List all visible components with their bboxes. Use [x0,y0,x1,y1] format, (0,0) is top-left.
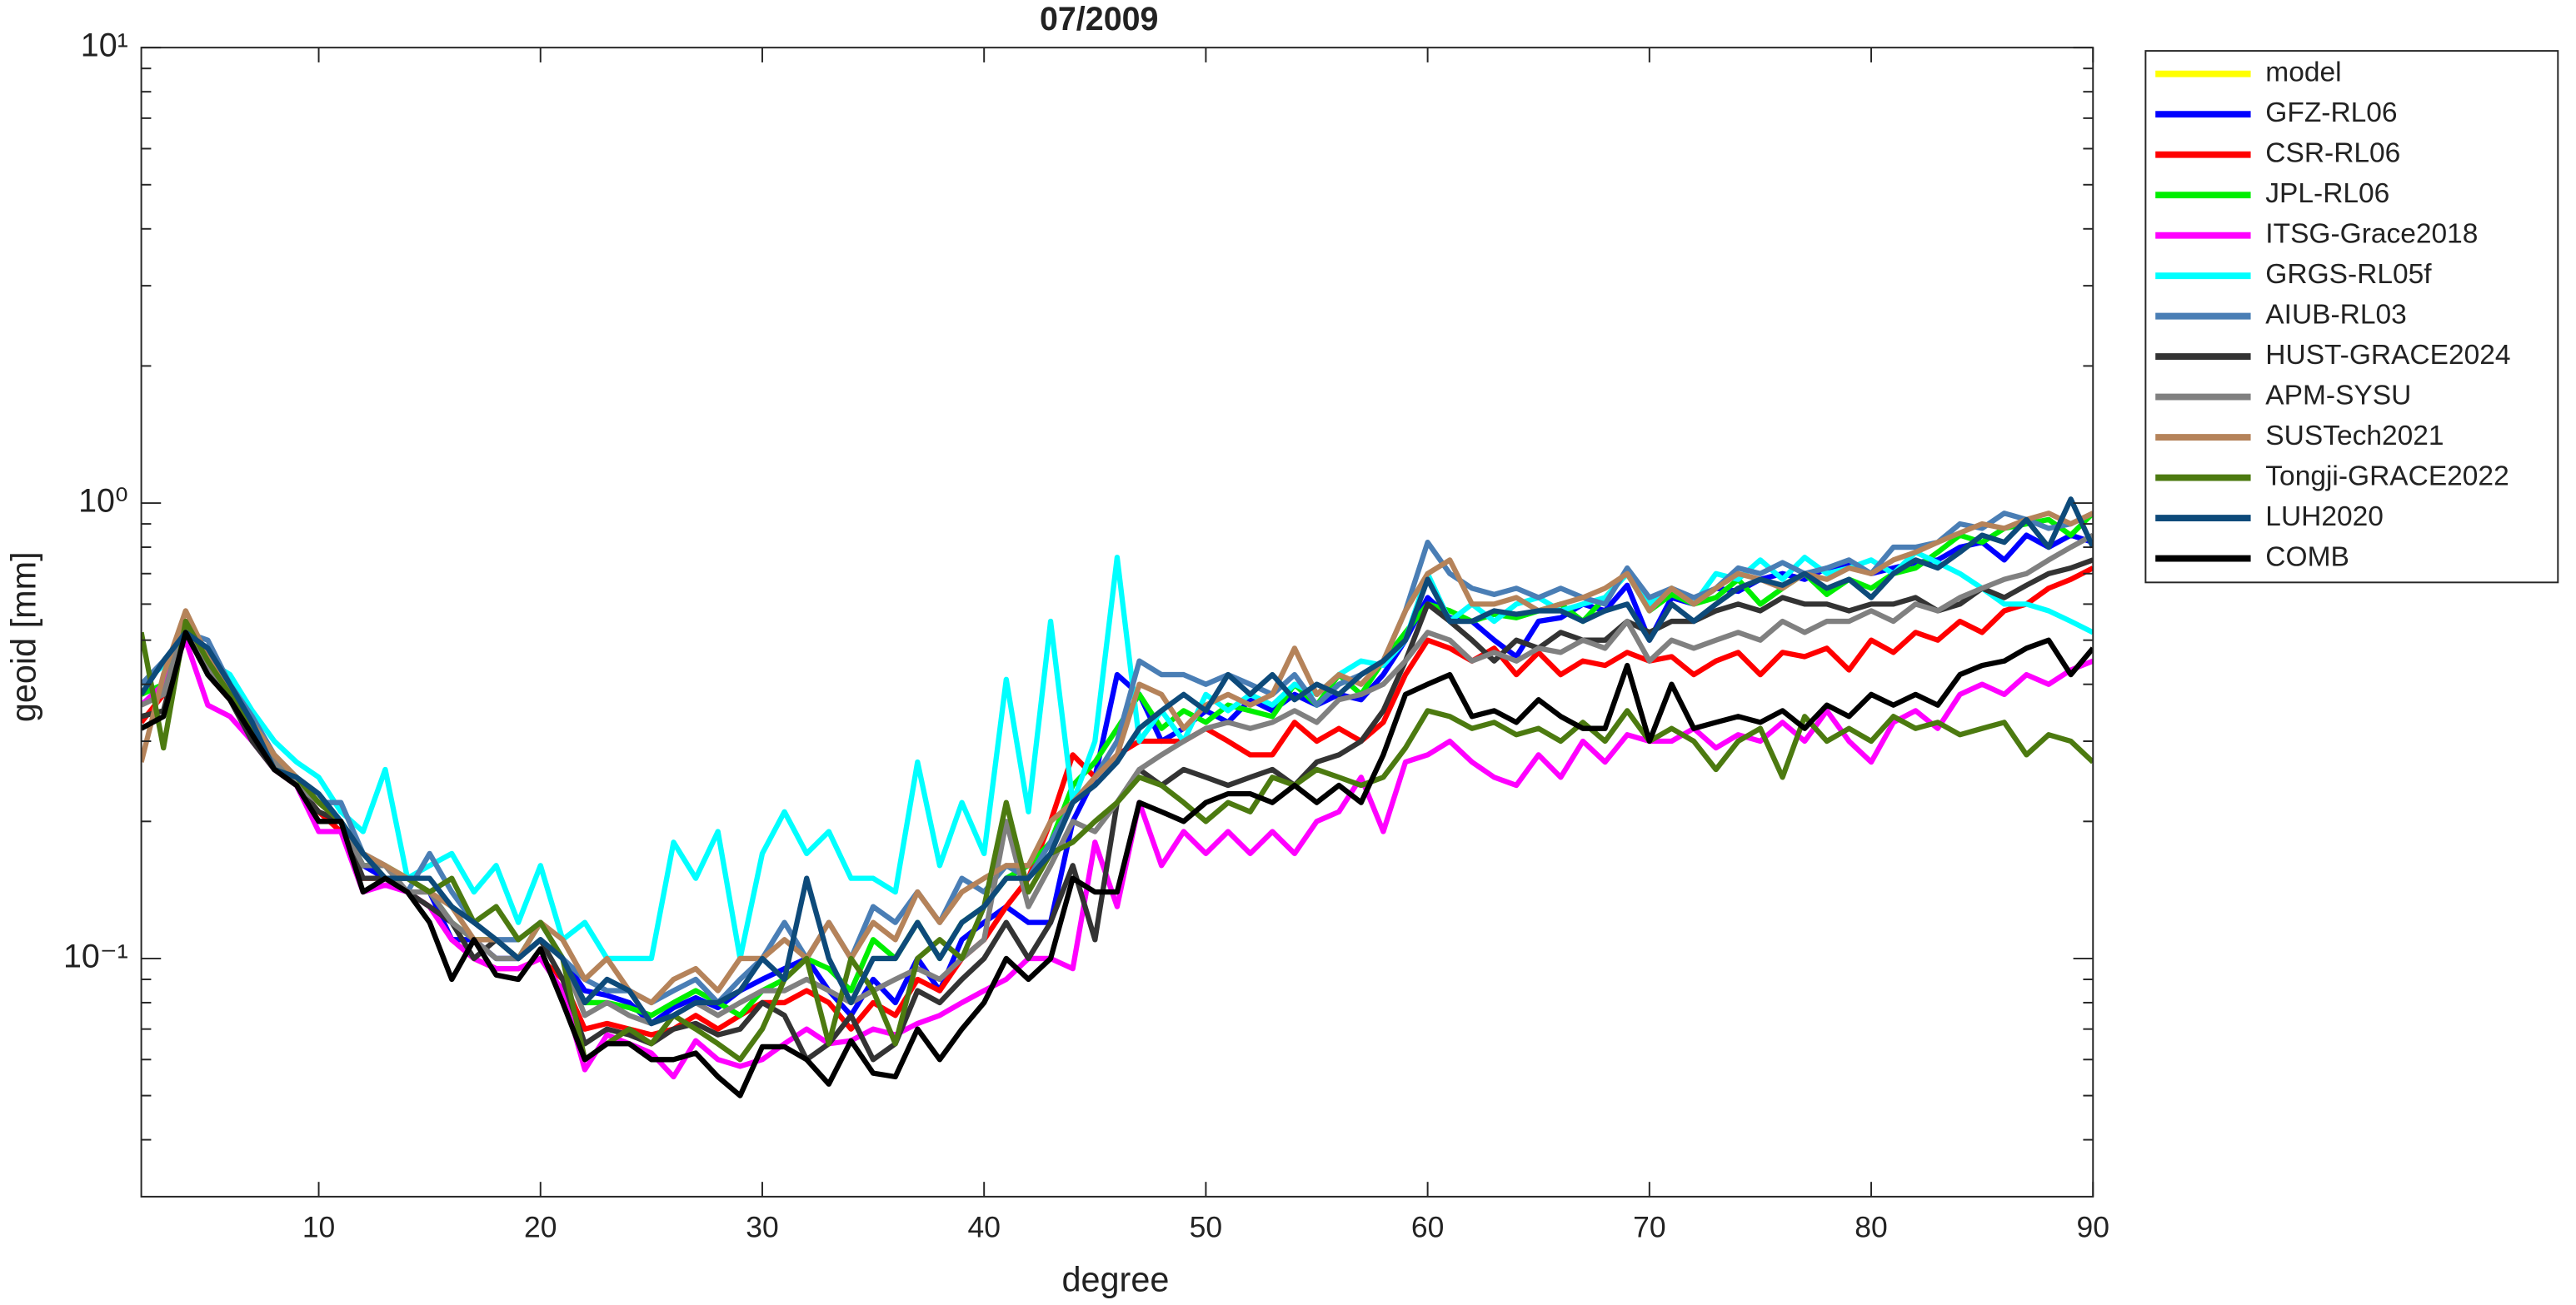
legend-label: APM-SYSU [2265,380,2411,411]
x-axis-label: degree [1061,1260,1169,1298]
legend-label: ITSG-Grace2018 [2265,219,2478,250]
plot-frame [140,47,2094,1198]
legend-label: model [2265,57,2341,88]
x-tick-label: 70 [1633,1211,1665,1244]
x-tick-label: 60 [1411,1211,1444,1244]
x-tick-label: 40 [967,1211,1000,1244]
legend-label: JPL-RL06 [2265,178,2389,209]
x-tick-label: 30 [746,1211,778,1244]
legend-label: SUSTech2021 [2265,421,2444,451]
x-tick-label: 80 [1855,1211,1887,1244]
legend-label: GRGS-RL05f [2265,259,2432,290]
series-line [141,532,2094,1027]
y-tick-label: 10⁻¹ [63,938,128,974]
x-tick-label: 10 [302,1211,335,1244]
series-line [141,618,2094,1063]
chart-title: 07/2009 [1040,1,1159,37]
legend-label: HUST-GRACE2024 [2265,340,2510,371]
legend-label: LUH2020 [2265,501,2384,532]
x-tick-label: 50 [1190,1211,1222,1244]
series-line [141,496,2094,1027]
x-tick-label: 90 [2077,1211,2109,1244]
legend-label: Tongji-GRACE2022 [2265,461,2509,491]
series-line [141,630,2094,1098]
legend-label: GFZ-RL06 [2265,97,2397,128]
legend-label: COMB [2265,541,2349,572]
y-axis-label: geoid [mm] [4,551,42,722]
series-line [141,549,2094,962]
x-tick-label: 20 [524,1211,557,1244]
legend-label: CSR-RL06 [2265,138,2400,169]
y-tick-label: 10¹ [81,27,128,64]
legend-label: AIUB-RL03 [2265,299,2406,330]
y-tick-label: 10⁰ [78,482,128,519]
